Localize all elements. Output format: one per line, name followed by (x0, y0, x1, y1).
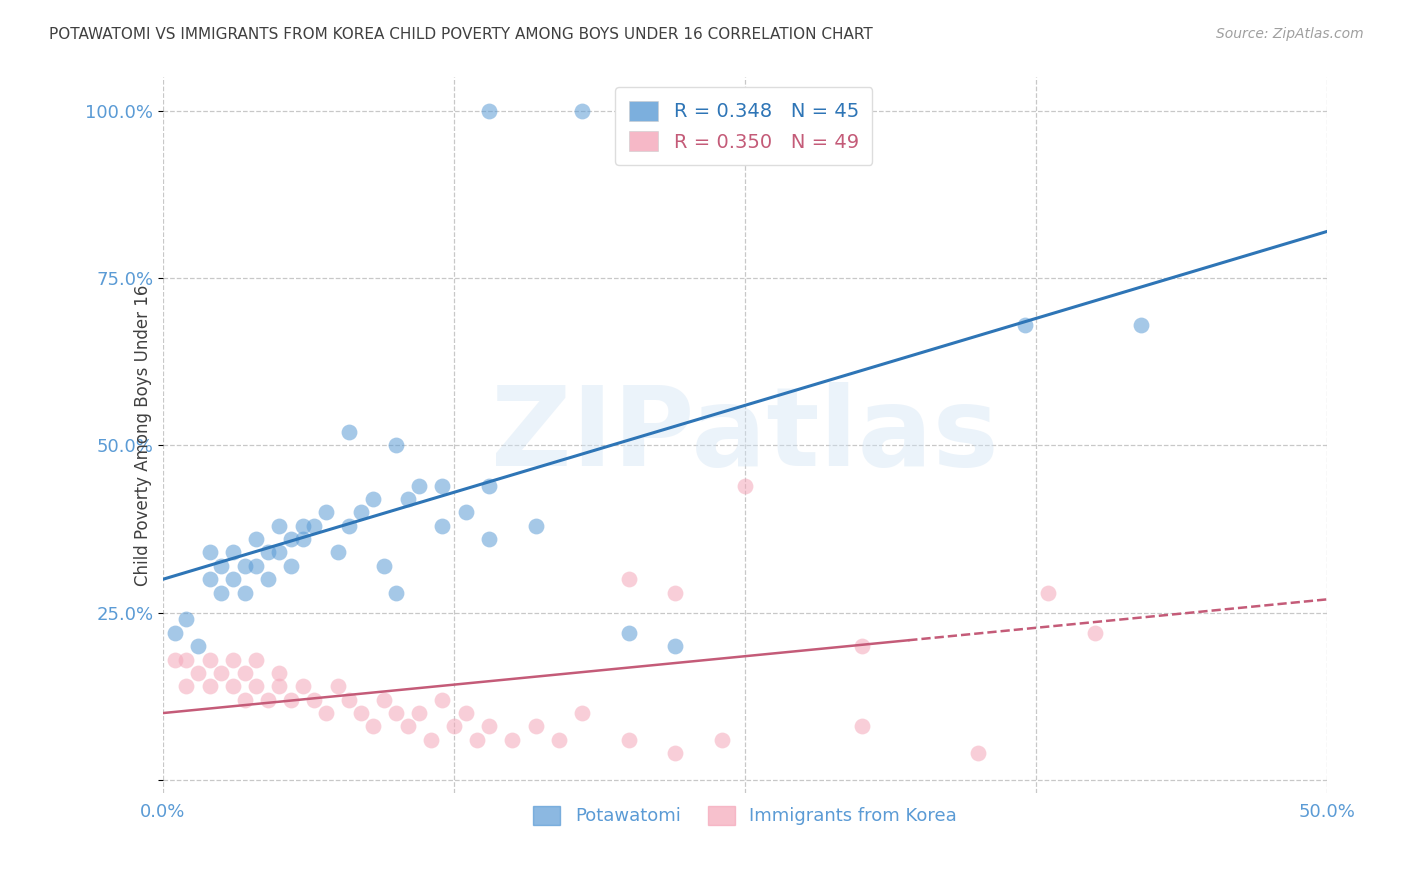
Point (245, 679, 267, 693)
Point (233, 692, 256, 706)
Point (385, 706, 408, 720)
Point (163, 652, 186, 666)
Point (209, 585, 232, 599)
Point (350, 505, 373, 519)
Point (280, 532, 302, 546)
Point (385, 438, 408, 452)
Point (617, 572, 640, 586)
Point (269, 665, 291, 680)
Point (233, 558, 256, 573)
Point (315, 505, 337, 519)
Point (478, 719, 501, 733)
Point (408, 478, 430, 492)
Point (350, 706, 373, 720)
Point (256, 572, 278, 586)
Point (198, 679, 221, 693)
Point (222, 679, 245, 693)
Point (851, 639, 873, 653)
Point (245, 558, 267, 573)
Point (280, 692, 302, 706)
Point (408, 706, 430, 720)
Point (467, 732, 489, 747)
Point (851, 719, 873, 733)
Point (209, 665, 232, 680)
Point (222, 652, 245, 666)
Point (385, 585, 408, 599)
Point (373, 692, 395, 706)
Point (571, 103, 593, 118)
Point (163, 625, 186, 640)
Point (269, 679, 291, 693)
Point (256, 692, 278, 706)
Point (571, 706, 593, 720)
Point (269, 545, 291, 559)
Point (478, 103, 501, 118)
Point (269, 518, 291, 533)
Point (187, 665, 209, 680)
Point (176, 612, 198, 626)
Point (222, 572, 245, 586)
Point (209, 558, 232, 573)
Point (280, 558, 302, 573)
Point (419, 732, 441, 747)
Text: POTAWATOMI VS IMMIGRANTS FROM KOREA CHILD POVERTY AMONG BOYS UNDER 16 CORRELATIO: POTAWATOMI VS IMMIGRANTS FROM KOREA CHIL… (49, 27, 873, 42)
Point (1014, 318, 1036, 332)
Point (304, 518, 326, 533)
Point (291, 518, 314, 533)
Point (361, 719, 384, 733)
Point (337, 692, 360, 706)
Y-axis label: Child Poverty Among Boys Under 16: Child Poverty Among Boys Under 16 (134, 285, 152, 586)
Point (664, 585, 686, 599)
Point (315, 706, 337, 720)
Point (198, 652, 221, 666)
Legend: Potawatomi, Immigrants from Korea: Potawatomi, Immigrants from Korea (524, 797, 966, 834)
Point (548, 732, 571, 747)
Point (304, 692, 326, 706)
Point (176, 652, 198, 666)
Point (361, 491, 384, 506)
Point (326, 679, 349, 693)
Point (187, 639, 209, 653)
Point (1130, 318, 1153, 332)
Point (233, 585, 256, 599)
Point (222, 545, 245, 559)
Point (198, 572, 221, 586)
Point (524, 719, 547, 733)
Point (337, 425, 360, 439)
Text: Source: ZipAtlas.com: Source: ZipAtlas.com (1216, 27, 1364, 41)
Point (432, 478, 454, 492)
Point (396, 491, 419, 506)
Point (291, 532, 314, 546)
Point (198, 545, 221, 559)
Point (664, 746, 686, 760)
Point (478, 532, 501, 546)
Point (617, 625, 640, 640)
Text: ZIPatlas: ZIPatlas (491, 382, 1000, 489)
Point (967, 746, 990, 760)
Point (617, 732, 640, 747)
Point (524, 518, 547, 533)
Point (233, 665, 256, 680)
Point (734, 478, 756, 492)
Point (432, 692, 454, 706)
Point (478, 478, 501, 492)
Point (454, 505, 477, 519)
Point (1036, 585, 1059, 599)
Point (443, 719, 465, 733)
Point (176, 679, 198, 693)
Point (291, 679, 314, 693)
Point (245, 652, 267, 666)
Point (432, 518, 454, 533)
Point (373, 558, 395, 573)
Point (396, 719, 419, 733)
Point (337, 518, 360, 533)
Point (256, 545, 278, 559)
Point (664, 639, 686, 653)
Point (326, 545, 349, 559)
Point (501, 732, 523, 747)
Point (710, 732, 733, 747)
Point (245, 532, 267, 546)
Point (1083, 625, 1105, 640)
Point (454, 706, 477, 720)
